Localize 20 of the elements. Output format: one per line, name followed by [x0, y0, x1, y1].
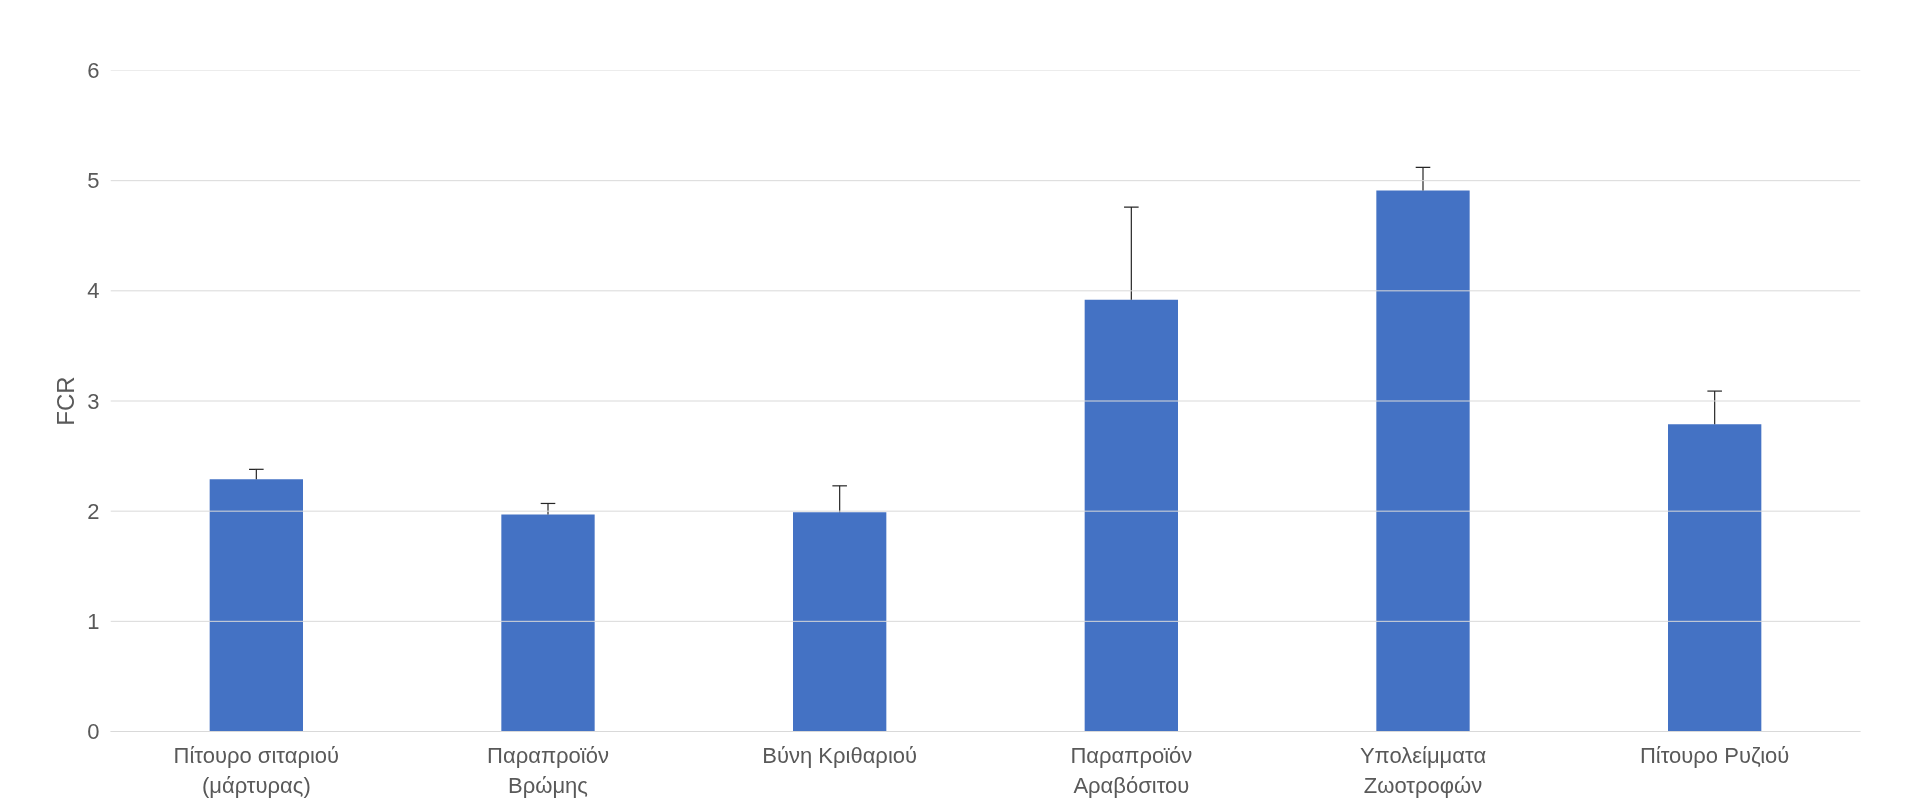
bar — [1376, 190, 1470, 732]
y-tick-label: 2 — [87, 498, 100, 524]
bar — [793, 512, 887, 732]
y-tick-label: 3 — [87, 388, 100, 414]
x-tick-label: Πίτουρο Ρυζιού — [1639, 742, 1790, 768]
y-axis-title: FCR — [52, 376, 80, 426]
y-tick-label: 6 — [87, 58, 100, 83]
bar — [1084, 299, 1178, 732]
bar — [1668, 424, 1762, 732]
x-tick-label: Βύνη Κριθαριού — [762, 742, 918, 768]
bar — [501, 514, 595, 732]
x-tick-label: Παραπροϊόν Βρώμης — [487, 742, 609, 798]
x-tick-label: Πίτουρο σιταριού (μάρτυρας) — [173, 742, 340, 798]
x-tick-label: Υπολείμματα Ζωοτροφών — [1359, 742, 1487, 798]
y-tick-label: 5 — [87, 168, 100, 194]
bar — [209, 479, 303, 732]
y-tick-label: 4 — [87, 278, 100, 304]
y-tick-label: 1 — [87, 608, 100, 634]
x-tick-label: Παραπροϊόν Αραβόσιτου — [1070, 742, 1193, 798]
y-tick-label: 0 — [87, 719, 100, 744]
